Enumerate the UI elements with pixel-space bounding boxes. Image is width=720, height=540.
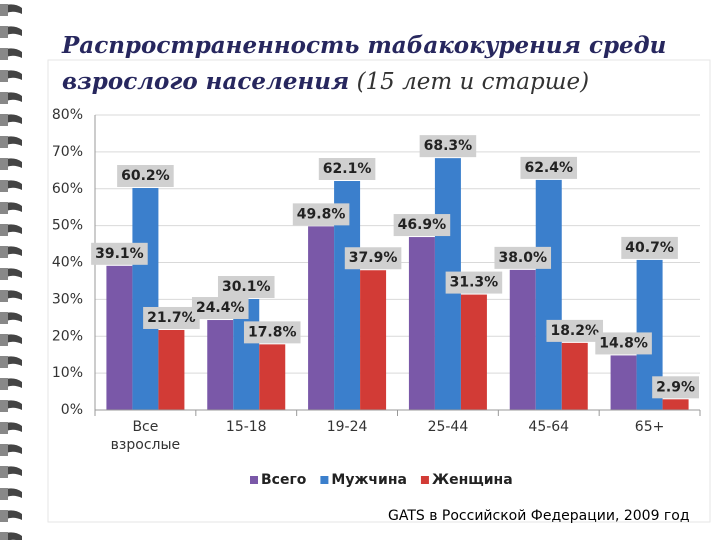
bar (158, 329, 185, 410)
legend-swatch (320, 476, 329, 484)
value-label: 18.2% (550, 323, 599, 339)
y-tick-label: 10% (52, 365, 83, 381)
legend-label: Всего (261, 472, 307, 488)
value-label-bg (595, 332, 652, 355)
chart-subtitle: (15 лет и старше) (356, 69, 590, 95)
y-tick-label: 50% (52, 218, 83, 234)
value-label-bg (494, 246, 552, 269)
value-label: 39.1% (95, 246, 144, 262)
y-tick-label: 70% (52, 144, 83, 160)
x-tick-label: 65+ (634, 419, 665, 435)
title-block: Распространенность табакокурения среди в… (62, 28, 712, 100)
y-tick-label: 0% (61, 402, 83, 418)
value-label-bg (621, 236, 678, 259)
legend-label: Женщина (432, 472, 513, 488)
value-label-bg (292, 203, 350, 226)
value-label-bg (217, 276, 275, 299)
binding-decoration (0, 0, 30, 540)
value-label-bg (191, 297, 249, 320)
bar (535, 179, 562, 410)
value-label-bg (344, 247, 402, 270)
value-label-bg (520, 156, 578, 179)
x-tick-label: 19-24 (326, 419, 368, 435)
x-tick-label: 45-64 (528, 419, 570, 435)
value-label: 60.2% (121, 168, 170, 184)
bar (259, 344, 286, 410)
value-label-bg (445, 271, 503, 294)
x-tick-label: 25-44 (427, 419, 469, 435)
value-label: 31.3% (450, 275, 499, 291)
value-label: 40.7% (625, 240, 674, 256)
value-label-bg (117, 165, 174, 188)
bar (106, 265, 133, 410)
y-tick-label: 20% (52, 328, 83, 344)
bar (509, 269, 536, 410)
bar (360, 270, 387, 410)
value-label: 17.8% (248, 324, 297, 340)
chart-title: Распространенность табакокурения среди в… (62, 32, 667, 95)
value-label: 2.9% (656, 379, 695, 395)
value-label: 62.4% (524, 160, 573, 176)
value-label: 68.3% (424, 138, 473, 154)
x-tick-label: Все взрослые (110, 419, 181, 453)
value-label-bg (143, 306, 200, 329)
value-label: 49.8% (297, 206, 346, 222)
value-label: 38.0% (498, 250, 547, 266)
value-label: 46.9% (398, 217, 447, 233)
legend-swatch (250, 476, 258, 484)
value-label: 24.4% (196, 300, 245, 316)
bar (308, 226, 335, 410)
value-label: 62.1% (323, 161, 372, 177)
value-label-bg (318, 158, 376, 181)
value-label: 37.9% (349, 250, 398, 266)
bar (132, 188, 159, 410)
value-label-bg (652, 376, 699, 399)
source-note: GATS в Российской Федерации, 2009 год (388, 508, 690, 524)
bar (207, 320, 234, 410)
value-label: 21.7% (147, 310, 196, 326)
value-label-bg (243, 321, 301, 344)
value-label-bg (91, 242, 148, 265)
value-label-bg (419, 135, 477, 158)
legend-label: Мужчина (331, 472, 407, 488)
bar (561, 342, 588, 410)
x-tick-label: 15-18 (225, 419, 267, 435)
y-tick-label: 80% (52, 107, 83, 123)
bar (610, 355, 637, 410)
value-label-bg (546, 319, 604, 342)
chart-frame (47, 59, 711, 523)
value-label-bg (393, 214, 451, 237)
y-tick-label: 40% (52, 255, 83, 271)
bar (408, 237, 435, 410)
value-label: 14.8% (599, 335, 648, 351)
legend-swatch (420, 476, 429, 484)
value-label: 30.1% (222, 279, 271, 295)
y-tick-label: 30% (52, 291, 83, 307)
bar (460, 294, 487, 410)
bar (662, 399, 689, 410)
y-tick-label: 60% (52, 181, 83, 197)
